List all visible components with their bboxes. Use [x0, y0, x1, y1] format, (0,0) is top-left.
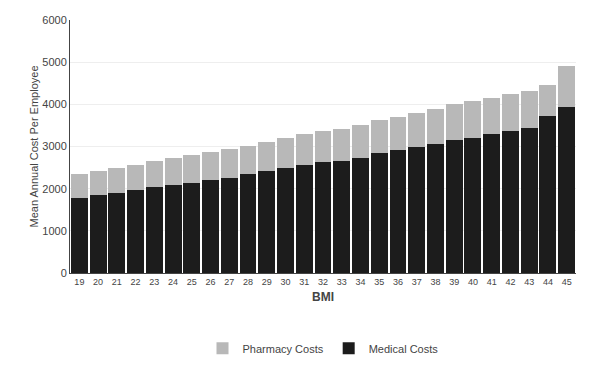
svg-text:28: 28 [243, 277, 253, 287]
svg-text:3000: 3000 [42, 140, 66, 152]
svg-text:42: 42 [505, 277, 515, 287]
svg-text:Pharmacy Costs: Pharmacy Costs [243, 343, 324, 355]
svg-text:20: 20 [93, 277, 103, 287]
svg-text:5000: 5000 [42, 56, 66, 68]
svg-text:43: 43 [524, 277, 534, 287]
svg-text:38: 38 [430, 277, 440, 287]
svg-text:6000: 6000 [42, 14, 66, 26]
svg-text:39: 39 [449, 277, 459, 287]
svg-text:33: 33 [337, 277, 347, 287]
svg-text:29: 29 [262, 277, 272, 287]
svg-text:1000: 1000 [42, 225, 66, 237]
svg-text:35: 35 [374, 277, 384, 287]
svg-text:31: 31 [299, 277, 309, 287]
svg-text:23: 23 [149, 277, 159, 287]
svg-text:36: 36 [393, 277, 403, 287]
svg-text:37: 37 [412, 277, 422, 287]
svg-text:30: 30 [281, 277, 291, 287]
svg-text:44: 44 [543, 277, 553, 287]
svg-text:Mean Annual Cost Per Employee: Mean Annual Cost Per Employee [28, 65, 40, 227]
svg-text:19: 19 [74, 277, 84, 287]
svg-text:26: 26 [206, 277, 216, 287]
svg-text:40: 40 [468, 277, 478, 287]
svg-text:32: 32 [318, 277, 328, 287]
svg-text:21: 21 [112, 277, 122, 287]
svg-text:24: 24 [168, 277, 178, 287]
svg-text:27: 27 [224, 277, 234, 287]
svg-text:Medical Costs: Medical Costs [369, 343, 439, 355]
svg-text:2000: 2000 [42, 183, 66, 195]
svg-text:0: 0 [61, 267, 67, 279]
svg-text:BMI: BMI [312, 290, 334, 304]
svg-text:41: 41 [487, 277, 497, 287]
svg-text:34: 34 [355, 277, 365, 287]
svg-text:45: 45 [562, 277, 572, 287]
svg-text:4000: 4000 [42, 98, 66, 110]
svg-text:22: 22 [131, 277, 141, 287]
svg-text:25: 25 [187, 277, 197, 287]
